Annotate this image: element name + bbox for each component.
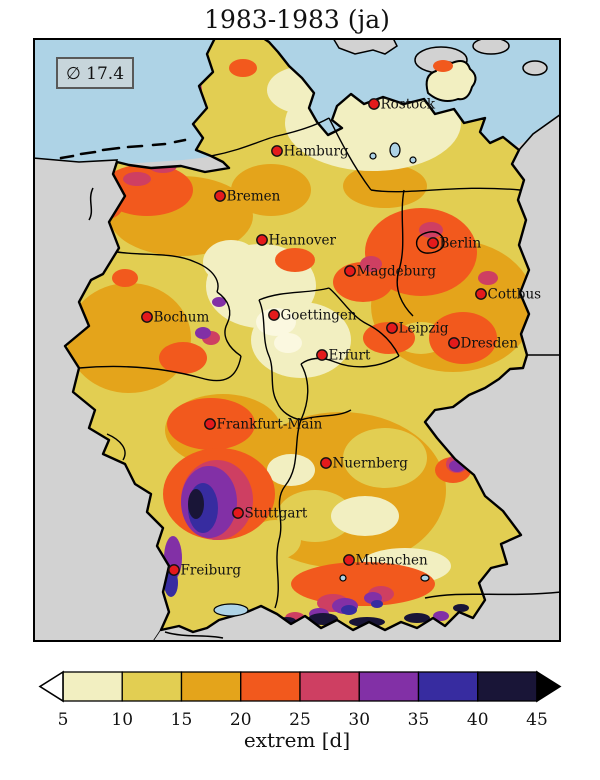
colorbar-tick-20: 20 bbox=[230, 710, 252, 730]
colorbar-tick-45: 45 bbox=[526, 710, 548, 730]
city-marker-freiburg bbox=[168, 564, 180, 576]
contour-field bbox=[67, 39, 529, 627]
germany-map: Rostock Hamburg Bremen Hannover BerlinMagdeb… bbox=[33, 38, 561, 642]
city-label-nuernberg: Nuernberg bbox=[333, 456, 409, 472]
danish-island-2 bbox=[472, 38, 510, 55]
bodensee bbox=[213, 603, 249, 617]
city-marker-frankfurt-main bbox=[204, 418, 216, 430]
city-marker-berlin bbox=[427, 237, 439, 249]
city-label-muenchen: Muenchen bbox=[356, 553, 428, 569]
colorbar-tick-5: 5 bbox=[58, 710, 69, 730]
city-marker-erfurt bbox=[316, 349, 328, 361]
city-marker-stuttgart bbox=[232, 507, 244, 519]
danish-island-3 bbox=[522, 60, 548, 76]
city-marker-nuernberg bbox=[320, 457, 332, 469]
colorbar-label: extrem [d] bbox=[243, 728, 351, 752]
city-marker-muenchen bbox=[343, 554, 355, 566]
colorbar-segment-8 bbox=[477, 671, 538, 702]
ruegen-spot bbox=[433, 60, 453, 72]
city-label-freiburg: Freiburg bbox=[181, 563, 242, 579]
colorbar-tick-35: 35 bbox=[408, 710, 430, 730]
colorbar-tick-30: 30 bbox=[348, 710, 370, 730]
city-marker-hannover bbox=[256, 234, 268, 246]
colorbar-segment-4 bbox=[240, 671, 301, 702]
city-label-dresden: Dresden bbox=[461, 336, 519, 352]
city-marker-rostock bbox=[368, 98, 380, 110]
colorbar-body: 5 10 15 20 25 30 35 40 45 bbox=[38, 670, 562, 730]
colorbar-segment-6 bbox=[358, 671, 420, 702]
city-marker-bremen bbox=[214, 190, 226, 202]
colorbar-under-arrow bbox=[38, 670, 64, 703]
south-neighbors bbox=[153, 355, 561, 642]
city-marker-cottbus bbox=[475, 288, 487, 300]
city-label-bochum: Bochum bbox=[154, 310, 210, 326]
city-marker-goettingen bbox=[268, 309, 280, 321]
neighbor-borders bbox=[88, 187, 561, 639]
colorbar-tick-25: 25 bbox=[289, 710, 311, 730]
average-box: ∅ 17.4 bbox=[56, 57, 134, 89]
city-layer: Rostock Hamburg Bremen Hannover BerlinMagdeb… bbox=[141, 97, 542, 579]
state-borders bbox=[78, 117, 521, 609]
colorbar-over-arrow bbox=[536, 670, 562, 703]
city-label-stuttgart: Stuttgart bbox=[245, 506, 308, 522]
city-label-berlin: Berlin bbox=[440, 236, 482, 252]
city-label-erfurt: Erfurt bbox=[329, 348, 371, 364]
figure-title: 1983-1983 (ja) bbox=[204, 5, 390, 34]
city-label-magdeburg: Magdeburg bbox=[357, 264, 437, 280]
colorbar-segment-3 bbox=[180, 671, 242, 702]
frisian-islands bbox=[59, 138, 187, 160]
map-frame bbox=[33, 38, 561, 642]
city-label-goettingen: Goettingen bbox=[281, 308, 357, 324]
colorbar-tick-40: 40 bbox=[467, 710, 489, 730]
city-label-hamburg: Hamburg bbox=[284, 144, 349, 160]
colorbar: 5 10 15 20 25 30 35 40 45 bbox=[38, 670, 562, 730]
city-label-rostock: Rostock bbox=[381, 97, 436, 113]
city-label-frankfurt-main: Frankfurt-Main bbox=[217, 417, 323, 433]
city-label-leipzig: Leipzig bbox=[399, 321, 449, 337]
city-marker-hamburg bbox=[271, 145, 283, 157]
city-label-cottbus: Cottbus bbox=[488, 287, 542, 303]
city-marker-leipzig bbox=[386, 322, 398, 334]
city-marker-magdeburg bbox=[344, 265, 356, 277]
colorbar-segment-5 bbox=[299, 671, 360, 702]
city-marker-bochum bbox=[141, 311, 153, 323]
city-label-hannover: Hannover bbox=[269, 233, 337, 249]
colorbar-segment-7 bbox=[417, 671, 479, 702]
colorbar-segment-1 bbox=[62, 671, 123, 702]
lakes bbox=[213, 142, 430, 617]
city-marker-dresden bbox=[448, 337, 460, 349]
average-value: ∅ 17.4 bbox=[66, 64, 124, 84]
city-label-bremen: Bremen bbox=[227, 189, 281, 205]
colorbar-segment-2 bbox=[121, 671, 183, 702]
colorbar-tick-15: 15 bbox=[171, 710, 193, 730]
colorbar-tick-10: 10 bbox=[111, 710, 133, 730]
